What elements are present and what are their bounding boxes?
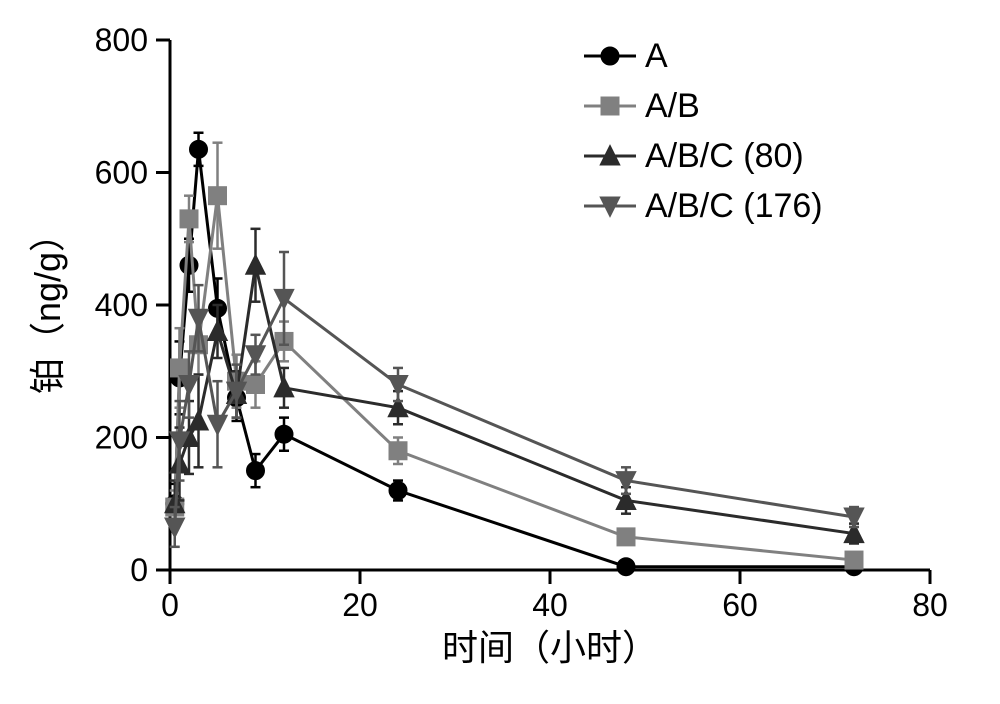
- data-marker: [247, 376, 265, 394]
- legend-label: A/B: [645, 87, 700, 125]
- data-marker: [209, 187, 227, 205]
- data-marker: [601, 47, 619, 65]
- x-tick-label: 40: [532, 587, 568, 623]
- data-marker: [171, 359, 189, 377]
- x-tick-label: 60: [722, 587, 758, 623]
- chart-bg: [0, 0, 1000, 704]
- y-tick-label: 400: [95, 287, 148, 323]
- data-marker: [247, 462, 265, 480]
- x-tick-label: 20: [342, 587, 378, 623]
- data-marker: [389, 482, 407, 500]
- x-tick-label: 80: [912, 587, 948, 623]
- y-axis-label: 铂（ng/g）: [27, 216, 68, 394]
- legend-label: A/B/C (80): [645, 137, 804, 175]
- data-marker: [275, 425, 293, 443]
- data-marker: [180, 256, 198, 274]
- data-marker: [845, 551, 863, 569]
- data-marker: [180, 210, 198, 228]
- data-marker: [617, 558, 635, 576]
- data-marker: [190, 140, 208, 158]
- y-tick-label: 600: [95, 155, 148, 191]
- data-marker: [389, 442, 407, 460]
- y-tick-label: 800: [95, 22, 148, 58]
- chart-container: 0 200 400 600 800 0 20 40 60 80 时间（小时） 铂（ng/g） A A/B A…: [0, 0, 1000, 704]
- data-marker: [617, 528, 635, 546]
- legend-label: A: [645, 37, 668, 75]
- y-tick-label: 0: [130, 552, 148, 588]
- x-axis-label: 时间（小时）: [442, 627, 658, 668]
- pk-line-chart: 0 200 400 600 800 0 20 40 60 80 时间（小时） 铂（ng/g） A A/B A…: [0, 0, 1000, 704]
- x-tick-label: 0: [161, 587, 179, 623]
- legend-label: A/B/C (176): [645, 187, 823, 225]
- y-tick-label: 200: [95, 420, 148, 456]
- data-marker: [601, 97, 619, 115]
